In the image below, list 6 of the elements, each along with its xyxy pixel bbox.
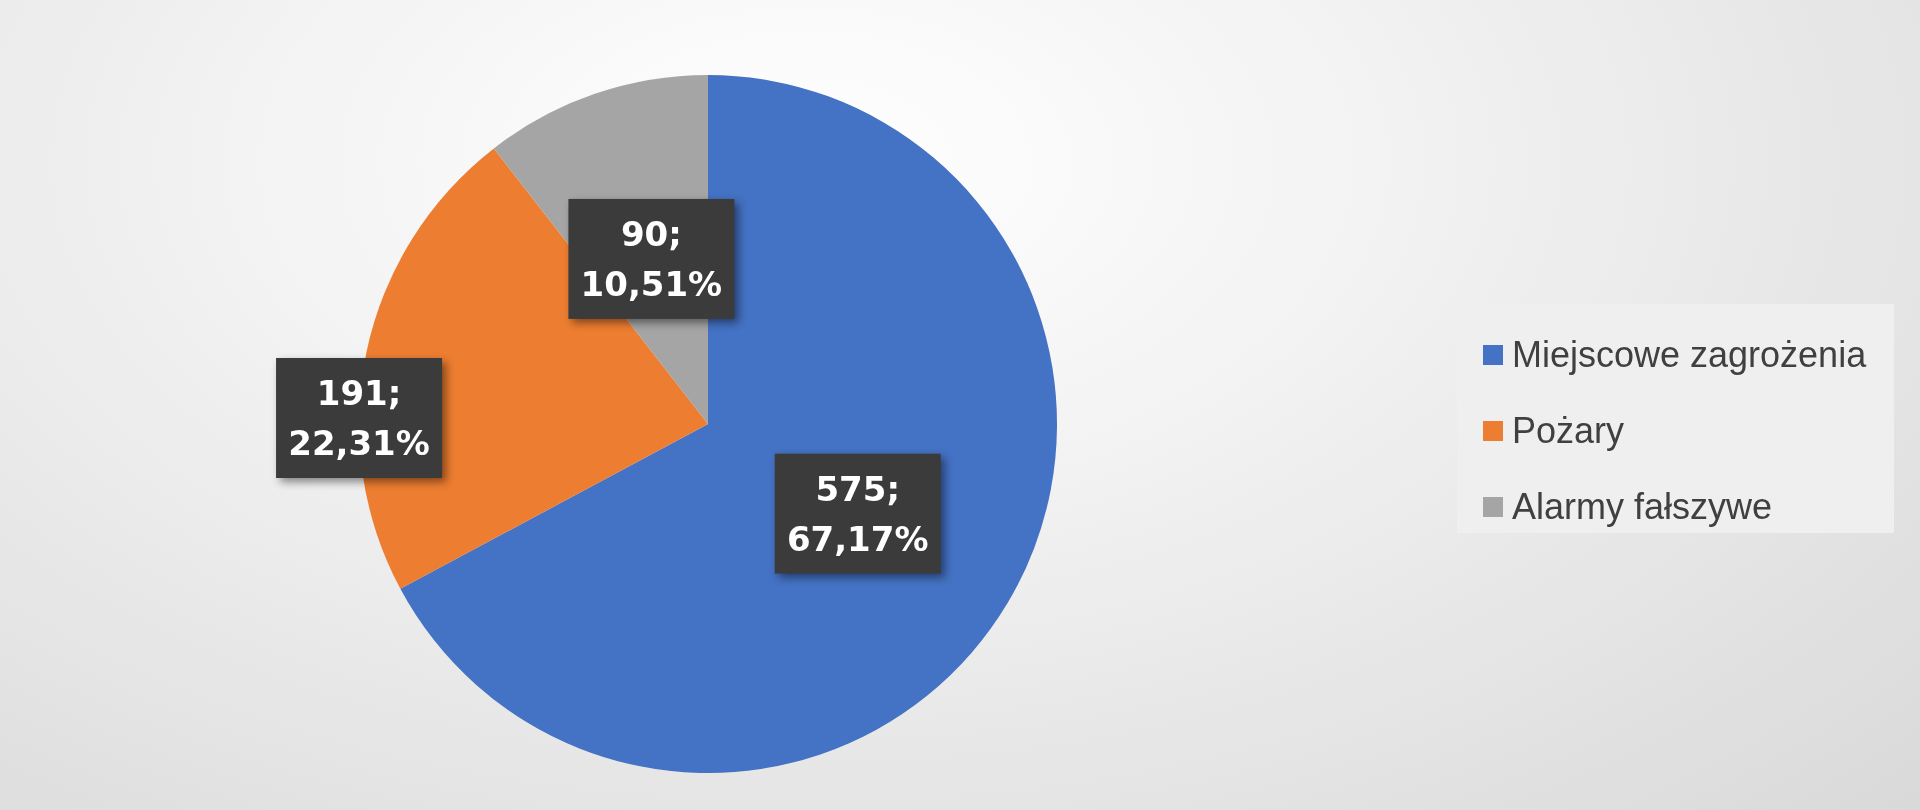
legend-label: Alarmy fałszywe [1512,486,1773,528]
data-label: 575; 67,17% [786,468,929,559]
data-label: 191; 22,31% [288,372,430,463]
legend-label: Miejscowe zagrożenia [1512,334,1867,376]
data-label: 90; 10,51% [580,213,723,304]
legend-label: Pożary [1512,410,1625,452]
